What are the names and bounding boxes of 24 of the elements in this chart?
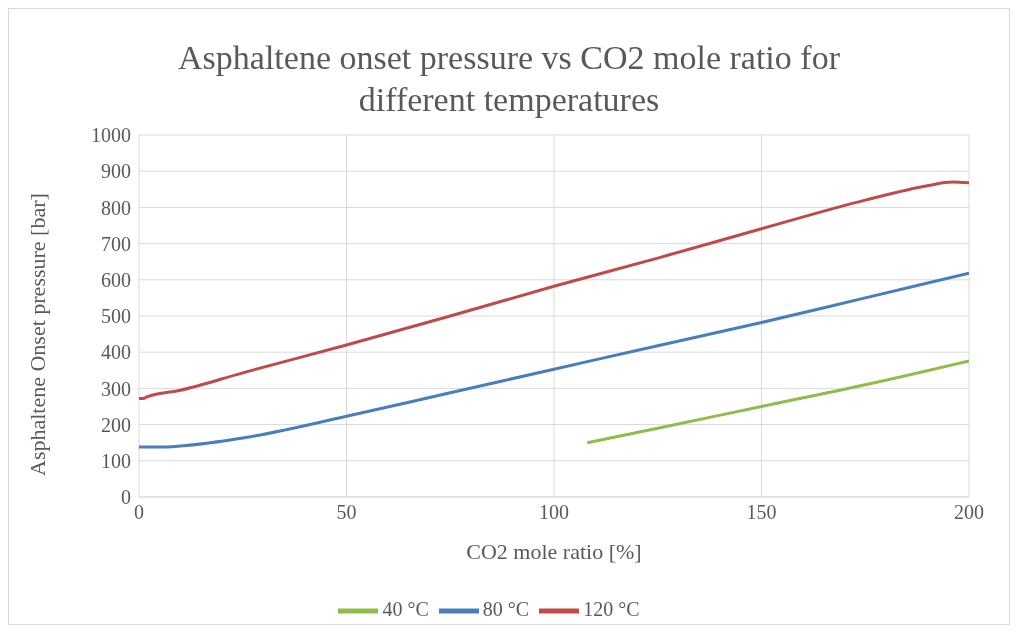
x-tick-label: 200 bbox=[954, 501, 984, 524]
x-tick-label: 150 bbox=[746, 501, 777, 524]
y-tick-label: 600 bbox=[101, 268, 131, 291]
y-tick-label: 700 bbox=[101, 232, 131, 255]
legend-label: 40 °C bbox=[382, 597, 429, 620]
x-axis-title: CO2 mole ratio [%] bbox=[466, 539, 642, 564]
x-tick-label: 100 bbox=[539, 501, 569, 524]
y-tick-label: 300 bbox=[101, 377, 131, 400]
y-tick-label: 1000 bbox=[91, 124, 131, 147]
y-tick-label: 900 bbox=[101, 160, 131, 183]
y-tick-label: 100 bbox=[101, 449, 131, 472]
line-series bbox=[139, 271, 969, 449]
y-tick-label: 800 bbox=[101, 196, 131, 219]
line-series bbox=[585, 359, 969, 445]
x-tick-label: 50 bbox=[336, 501, 357, 524]
y-tick-label: 200 bbox=[101, 413, 131, 436]
line-series bbox=[139, 180, 969, 401]
y-tick-label: 400 bbox=[101, 341, 131, 364]
legend-label: 80 °C bbox=[482, 597, 530, 620]
y-tick-label: 0 bbox=[121, 486, 131, 509]
legend-label: 120 °C bbox=[583, 597, 640, 620]
y-axis-title: Asphaltene Onset pressure [bar] bbox=[24, 193, 50, 476]
y-tick-label: 500 bbox=[101, 305, 131, 328]
chart-title: Asphaltene onset pressure vs CO2 mole ratio for different temperatures bbox=[177, 38, 841, 120]
